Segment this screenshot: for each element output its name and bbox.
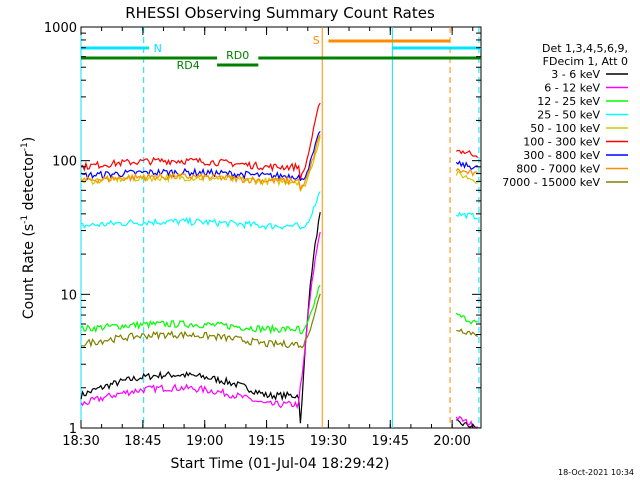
chart-title: RHESSI Observing Summary Count Rates [125,4,435,22]
y-tick-label-3: 1000 [44,21,77,36]
flags-layer: N S RD0 RD4 [80,27,481,428]
x-tick-label-4: 19:30 [310,434,347,449]
x-tick-label-3: 19:15 [248,434,285,449]
y-axis-label-part-3: ) [21,137,37,142]
legend-label-4: 50 - 100 keV [530,122,600,135]
night-flag-label: N [154,42,162,55]
rd0-flag-label: RD0 [226,49,249,62]
series-line-4 [80,136,321,193]
legend-label-0: 3 - 6 keV [551,68,600,81]
series-line-1 [80,231,321,410]
x-tick-label-0: 18:30 [62,434,99,449]
series-line-8 [80,293,321,349]
legend-label-6: 300 - 800 keV [523,149,600,162]
x-tick-label-5: 19:45 [372,434,409,449]
y-axis-label-part-2: detector [21,151,37,215]
series-line-post-2 [455,312,478,325]
series-line-6 [80,130,321,182]
legend-header-line-1: Det 1,3,4,5,6,9, [542,42,628,55]
y-axis-label-part-1: Count Rate (s [21,224,37,319]
series-line-post-6 [455,160,478,171]
legend-label-1: 6 - 12 keV [544,82,600,95]
legend: Det 1,3,4,5,6,9, FDecim 1, Att 0 3 - 6 k… [502,42,628,189]
series-line-2 [80,284,321,335]
footer-date: 18-Oct-2021 10:34 [558,468,634,477]
saa-flag-label: S [313,34,320,47]
x-tick-label-6: 20:00 [433,434,470,449]
legend-label-2: 12 - 25 keV [537,95,600,108]
axis-layer: 18:30 18:45 19:00 19:15 19:30 19:45 20:00 1 10 10… [44,21,481,449]
y-axis-label-sup-2: -1 [20,142,30,151]
series-line-post-3 [455,211,479,220]
series-line-post-5 [455,149,479,158]
series-line-7 [80,134,321,191]
y-axis-label-sup-1: -1 [20,215,30,224]
y-tick-label-1: 10 [60,288,77,303]
legend-label-5: 100 - 300 keV [523,136,600,149]
series-line-0 [80,212,321,424]
y-tick-label-2: 100 [52,155,77,170]
series-line-post-8 [456,328,478,338]
legend-label-8: 7000 - 15000 keV [502,176,600,189]
series-layer [80,102,479,429]
y-tick-label-0: 1 [69,422,77,437]
legend-header-line-2: FDecim 1, Att 0 [543,55,628,68]
legend-label-3: 25 - 50 keV [537,109,600,122]
legend-label-7: 800 - 7000 keV [516,163,600,176]
y-axis-label: Count Rate (s-1 detector-1) [20,137,37,319]
series-line-3 [80,191,321,231]
series-line-post-4 [455,170,478,185]
series-line-post-7 [455,167,478,177]
x-axis-label: Start Time (01-Jul-04 18:29:42) [170,456,389,472]
series-line-5 [80,102,321,180]
x-tick-label-1: 18:45 [124,434,161,449]
x-tick-label-2: 19:00 [186,434,223,449]
rd4-flag-label: RD4 [177,59,200,72]
